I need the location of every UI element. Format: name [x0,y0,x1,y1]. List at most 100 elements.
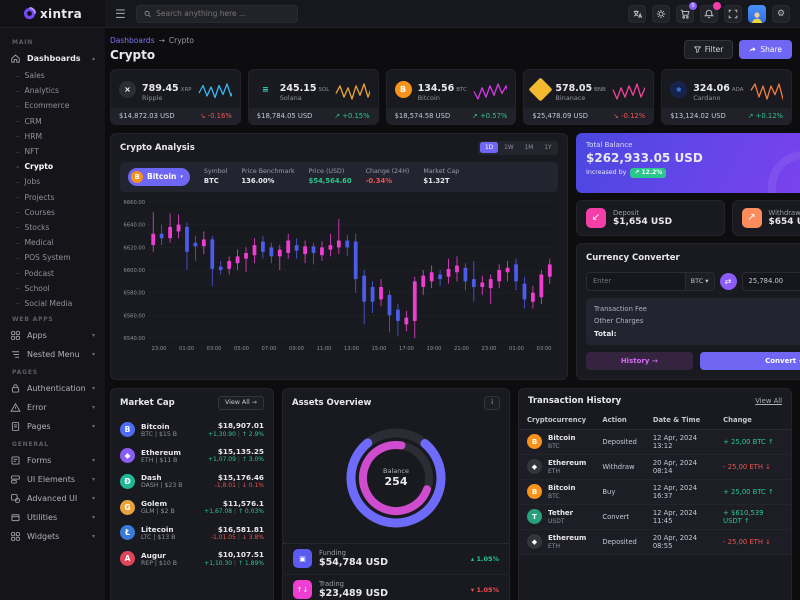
withdraw-card[interactable]: ↗ Withdraw $654 USD [731,199,800,236]
sidebar-item-label: Authentication [27,384,86,393]
market-cap-view-all-button[interactable]: View All → [217,395,264,410]
ethereum-coin-icon: ◆ [120,448,135,464]
sidebar-item-advanced-ui[interactable]: Advanced UI ▾ [0,489,105,508]
sidebar-item-error[interactable]: Error ▾ [0,398,105,417]
transaction-row[interactable]: T Tether USDT Convert 12 Apr, 2024 11:45 + $6… [519,504,791,530]
sidebar-item-courses[interactable]: – Courses [0,205,105,220]
tab-1w[interactable]: 1W [499,142,518,153]
transaction-row[interactable]: B Bitcoin BTC Buy 12 Apr, 2024 16:37 + 25,00 … [519,479,791,505]
svg-text:03:00: 03:00 [537,346,552,352]
tether-coin-icon: T [527,509,542,525]
coin-value: $15,135.25 [217,447,264,457]
ticker-card-bnb[interactable]: 578.05 BNB Binanace $25,478.09 USD ↘ -0.12% [523,69,655,125]
market-cap-row-eth[interactable]: ◆ Ethereum ETH | $11 B $15,135.25 +1,07.09 |… [111,443,273,469]
transaction-row[interactable]: ◆ Ethereum ETH Deposited 20 Apr, 2024 08:55-… [519,529,791,555]
tx-date: 12 Apr, 2024 13:12 [644,429,716,455]
theme-toggle-button[interactable] [652,4,670,23]
ticker-card-btc[interactable]: B 134.56 BTC Bitcoin $18,574.58 USD ↗ +0.57% [385,69,517,125]
sidebar-item-label: Forms [27,456,52,465]
asset-row-trading[interactable]: ↑↓ Trading $23,489 USD ▾ 1.05% [283,573,509,600]
sidebar-item-analytics[interactable]: – Analytics [0,83,105,98]
convert-button[interactable]: Convert → [699,351,800,370]
asset-value: $54,784 USD [319,557,389,569]
sidebar-item-nested-menu[interactable]: Nested Menu ▾ [0,345,105,364]
convert-from-input[interactable] [587,277,685,286]
sidebar-item-pages[interactable]: Pages ▾ [0,417,105,436]
sidebar-item-sales[interactable]: – Sales [0,68,105,83]
candlestick-chart[interactable]: 6660.00 6640.00 6620.00 6600.00 6580.00 6560.… [116,194,560,354]
ticker-card-sol[interactable]: ≡ 245.15 SOL Solana $18,784.05 USD ↗ +0.15% [247,69,379,125]
tx-change: + 25,00 BTC ↑ [715,429,791,455]
transactions-view-all-link[interactable]: View All [755,396,782,405]
transaction-history-title: Transaction History [528,395,622,406]
ticker-card-xrp[interactable]: × 789.45 XRP Ripple $14,872.03 USD ↘ -0.16% [110,69,241,125]
total-balance-label: Total Balance [586,140,633,149]
user-avatar[interactable] [748,4,766,23]
bitcoin-coin-icon: B [120,422,135,438]
share-button[interactable]: Share [739,40,792,59]
sidebar-item-podcast[interactable]: – Podcast [0,265,105,280]
search-input[interactable] [156,9,290,18]
sidebar-subitem-label: Social Media [24,298,73,308]
sidebar-item-stocks[interactable]: – Stocks [0,220,105,235]
sidebar-item-pos-system[interactable]: – POS System [0,250,105,265]
sidebar-item-hrm[interactable]: – HRM [0,129,105,144]
breadcrumb-dashboards-link[interactable]: Dashboards [110,36,155,45]
dash-coin-icon: Đ [120,473,135,489]
market-cap-row-glm[interactable]: G Golem GLM | $2 B $11,576.1 +1,67.08 | ↑ 0.… [111,494,273,520]
tab-1d[interactable]: 1D [479,142,499,154]
sidebar-item-school[interactable]: – School [0,281,105,296]
notifications-button[interactable] [700,1,721,23]
withdraw-icon: ↗ [741,207,762,228]
stat-price-usd-: Price (USD) $54,564.60 [309,168,352,186]
sidebar-item-crm[interactable]: – CRM [0,114,105,129]
transaction-row[interactable]: B Bitcoin BTC Deposited 12 Apr, 2024 13:12 + … [519,429,791,455]
sidebar-item-nft[interactable]: – NFT [0,144,105,159]
sidebar-item-utilities[interactable]: Utilities ▾ [0,508,105,527]
sidebar-toggle-button[interactable]: ☰ [115,6,126,21]
sidebar-item-social-media[interactable]: – Social Media [0,296,105,311]
sidebar-item-projects[interactable]: – Projects [0,190,105,205]
sidebar-section-heading: WEB APPS [12,316,54,323]
history-button[interactable]: History → [586,351,693,370]
swap-currencies-button[interactable]: ⇄ [719,272,737,290]
market-cap-row-rep[interactable]: A Augur REP | $10 B $10,107.51 +1,10.30 | ↑ … [111,546,273,572]
sidebar-item-ecommerce[interactable]: – Ecommerce [0,98,105,113]
sidebar-item-authentication[interactable]: Authentication ▾ [0,379,105,398]
coin-select-dropdown[interactable]: B Bitcoin ▾ [128,167,190,186]
sidebar-item-forms[interactable]: Forms ▾ [0,451,105,470]
chevron-down-icon: ▾ [91,533,95,540]
market-cap-row-btc[interactable]: B Bitcoin BTC | $15 B $18,907.01 +1,30.90 | … [111,417,273,443]
asset-change: ▾ 1.05% [470,585,499,594]
language-button[interactable] [628,4,646,23]
market-cap-row-ltc[interactable]: Ł Litecoin LTC | $13 B $16,581.81 -1,01.05 |… [111,520,273,546]
ticker-card-ada[interactable]: ∗ 324.06 ADA Cardano $13,124.02 USD ↗ +0.12% [661,69,792,125]
deposit-card[interactable]: ↙ Deposit $1,654 USD [576,199,725,236]
transaction-row[interactable]: ◆ Ethereum ETH Withdraw 20 Apr, 2024 08:14- … [519,454,791,480]
sidebar-item-crypto[interactable]: – Crypto [0,159,105,174]
dash-bullet: – [16,86,20,95]
cart-button[interactable]: 5 [676,1,697,23]
sidebar-item-widgets[interactable]: Widgets ▾ [0,527,105,546]
from-currency-select[interactable]: BTC ▾ [684,272,714,290]
svg-text:21:00: 21:00 [454,346,469,352]
sidebar-item-apps[interactable]: Apps ▾ [0,326,105,345]
sidebar-item-ui-elements[interactable]: UI Elements ▾ [0,470,105,489]
brand-logo[interactable]: xintra [0,0,105,27]
market-cap-row-dash[interactable]: Đ Dash DASH | $23 B $15,176.46 -1,8.01 | ↓ 0… [111,468,273,494]
ticker-value: 578.05 [555,83,593,94]
svg-text:15:00: 15:00 [372,346,387,352]
settings-button[interactable]: ⚙ [772,4,790,23]
convert-to-input[interactable] [742,277,800,286]
asset-row-funding[interactable]: ▣ Funding $54,784 USD ▴ 1.05% [283,544,509,574]
sidebar-subitem-label: Courses [24,207,55,217]
filter-button[interactable]: Filter [683,40,734,59]
sidebar-item-dashboards[interactable]: Dashboards ▴ [0,49,105,68]
tab-1y[interactable]: 1Y [539,142,556,153]
tab-1m[interactable]: 1M [520,142,539,153]
global-search[interactable] [135,4,298,23]
fullscreen-button[interactable] [724,4,742,23]
sidebar-item-jobs[interactable]: – Jobs [0,174,105,189]
sidebar-item-medical[interactable]: – Medical [0,235,105,250]
assets-info-button[interactable]: i [484,395,500,410]
